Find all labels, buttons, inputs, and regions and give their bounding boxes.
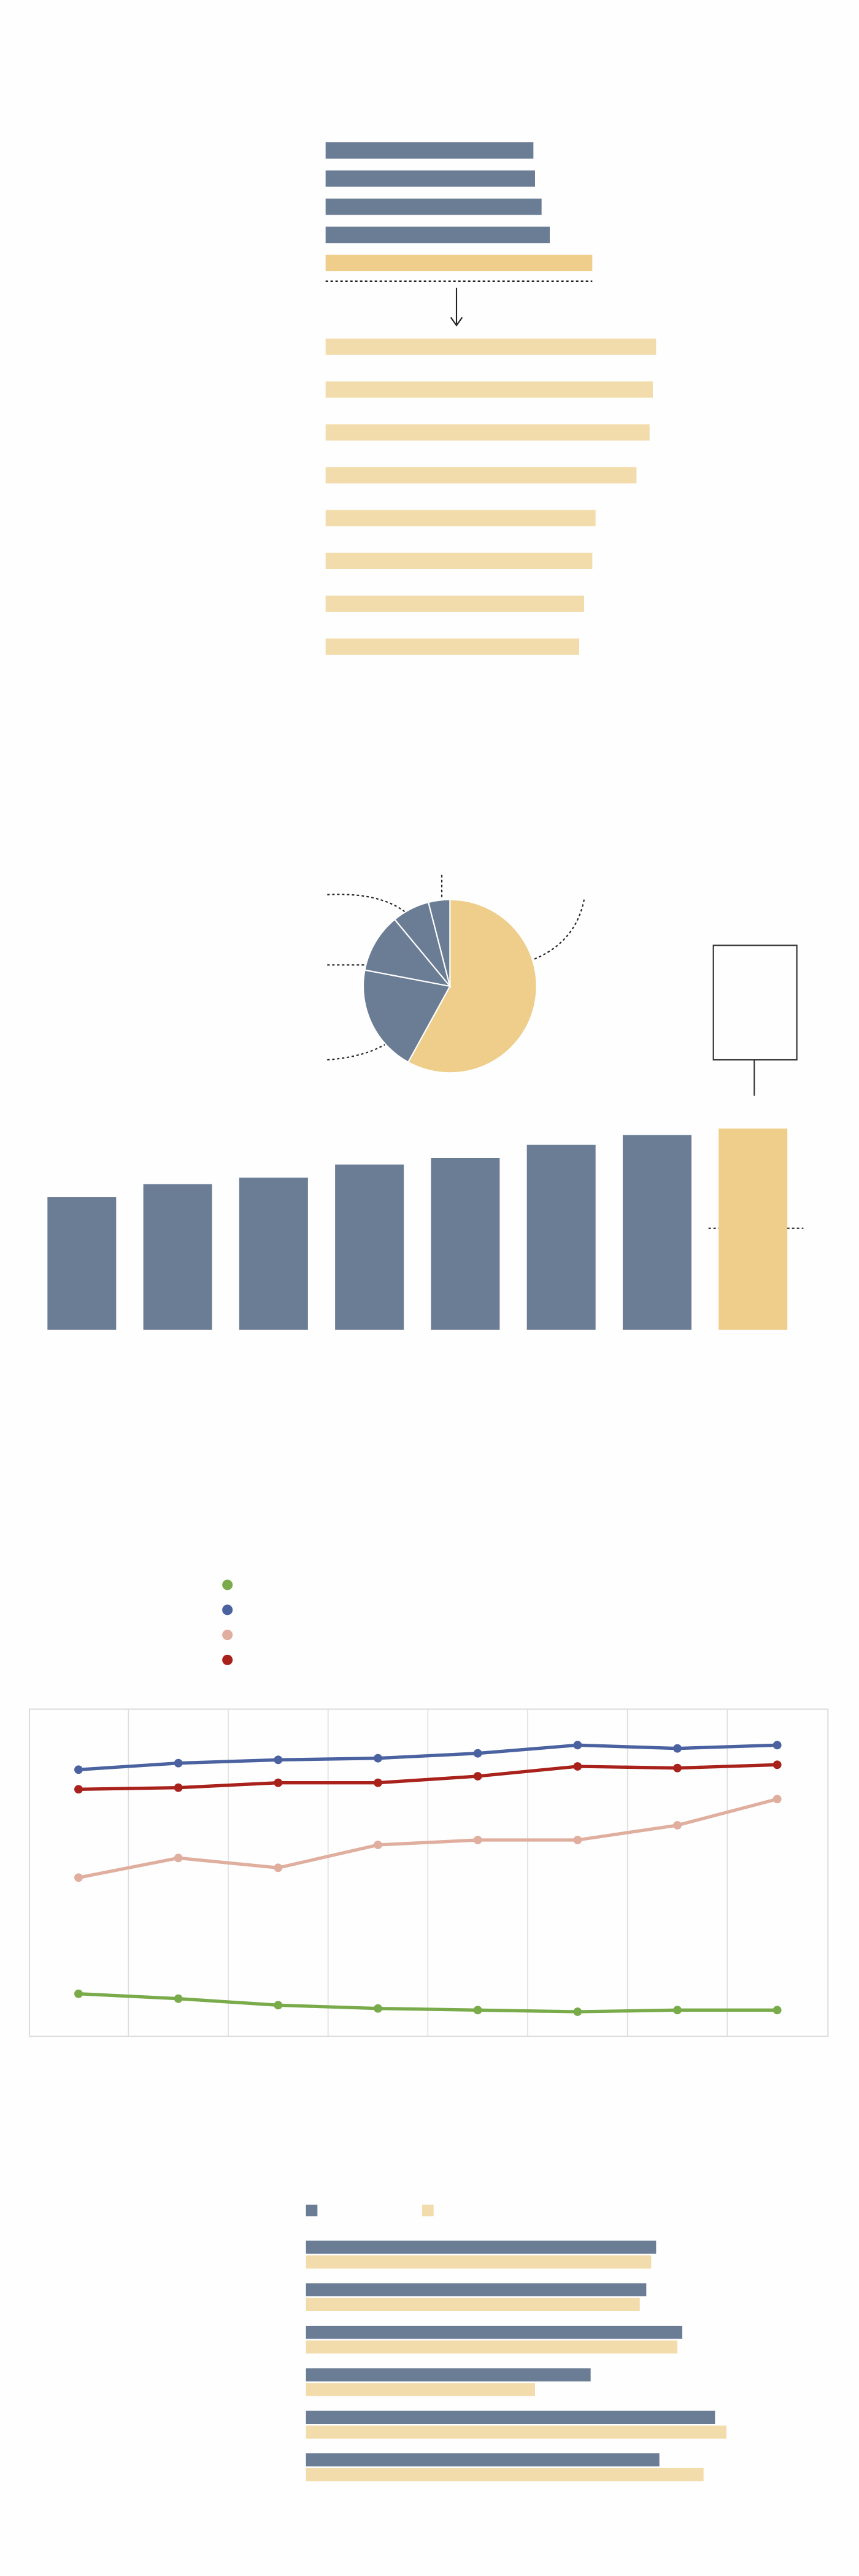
- point: [174, 1994, 183, 2003]
- bar: [306, 2326, 683, 2339]
- point: [772, 1760, 782, 1769]
- plot-area: [28, 1708, 829, 2037]
- bar: [325, 553, 593, 569]
- point: [673, 1763, 682, 1773]
- point: [274, 2001, 283, 2010]
- pie-slice: [364, 918, 452, 987]
- point: [374, 1754, 382, 1763]
- legend-swatch: [222, 1579, 233, 1590]
- point: [673, 1821, 682, 1830]
- pie-slice: [427, 899, 451, 987]
- bar: [325, 424, 650, 441]
- point: [772, 2006, 782, 2015]
- arrow-head: [450, 316, 463, 327]
- point: [174, 1783, 183, 1792]
- point: [174, 1853, 183, 1863]
- point: [74, 1785, 83, 1794]
- bar: [325, 381, 653, 398]
- point: [772, 1795, 782, 1804]
- callout-box: [712, 945, 798, 1061]
- bar: [306, 2468, 704, 2482]
- point: [573, 1762, 582, 1771]
- bar: [325, 339, 657, 355]
- bar: [306, 2241, 657, 2254]
- point: [473, 2006, 482, 2015]
- point: [274, 1863, 283, 1873]
- point: [772, 1741, 782, 1750]
- bar: [325, 170, 535, 187]
- bar: [143, 1184, 212, 1330]
- bar: [306, 2425, 727, 2439]
- bar: [47, 1197, 117, 1330]
- line-series: [78, 1992, 777, 2014]
- point: [74, 1989, 83, 1998]
- point: [673, 1744, 682, 1753]
- point: [74, 1765, 83, 1774]
- bar: [306, 2298, 640, 2311]
- bar: [325, 510, 596, 527]
- pie-slice: [407, 899, 537, 1074]
- point: [74, 1873, 83, 1882]
- legend-swatch: [422, 2204, 434, 2217]
- point: [673, 2006, 682, 2015]
- point: [374, 1841, 382, 1849]
- bar: [306, 2410, 715, 2424]
- point: [374, 2004, 382, 2013]
- point: [274, 1755, 283, 1765]
- bar: [325, 142, 534, 159]
- legend-swatch: [222, 1654, 233, 1665]
- point: [174, 1758, 183, 1768]
- bar: [622, 1135, 691, 1330]
- bar: [325, 638, 579, 655]
- bar: [718, 1129, 788, 1330]
- point: [473, 1772, 482, 1781]
- bar: [325, 226, 550, 243]
- bar: [431, 1158, 500, 1330]
- legend-swatch: [222, 1604, 233, 1616]
- line-series: [78, 1743, 777, 1771]
- point: [274, 1778, 283, 1787]
- line-series: [78, 1797, 778, 1879]
- point: [573, 2007, 582, 2016]
- point: [573, 1836, 582, 1844]
- bar: [526, 1144, 596, 1330]
- bar: [325, 255, 593, 272]
- bar: [306, 2453, 660, 2467]
- bar: [325, 467, 637, 484]
- bar: [325, 596, 584, 612]
- pie-slice: [362, 969, 451, 1064]
- bar: [306, 2383, 535, 2396]
- line-series: [78, 1763, 777, 1791]
- bar: [239, 1178, 308, 1330]
- legend-swatch: [222, 1630, 233, 1641]
- bar: [306, 2368, 591, 2382]
- point: [374, 1778, 382, 1787]
- point: [473, 1836, 482, 1844]
- bar: [325, 198, 542, 215]
- bar: [306, 2283, 647, 2296]
- legend-swatch: [306, 2204, 318, 2217]
- bar: [306, 2255, 652, 2269]
- point: [473, 1749, 482, 1758]
- bar: [306, 2340, 678, 2354]
- point: [573, 1741, 582, 1750]
- bar: [335, 1164, 404, 1330]
